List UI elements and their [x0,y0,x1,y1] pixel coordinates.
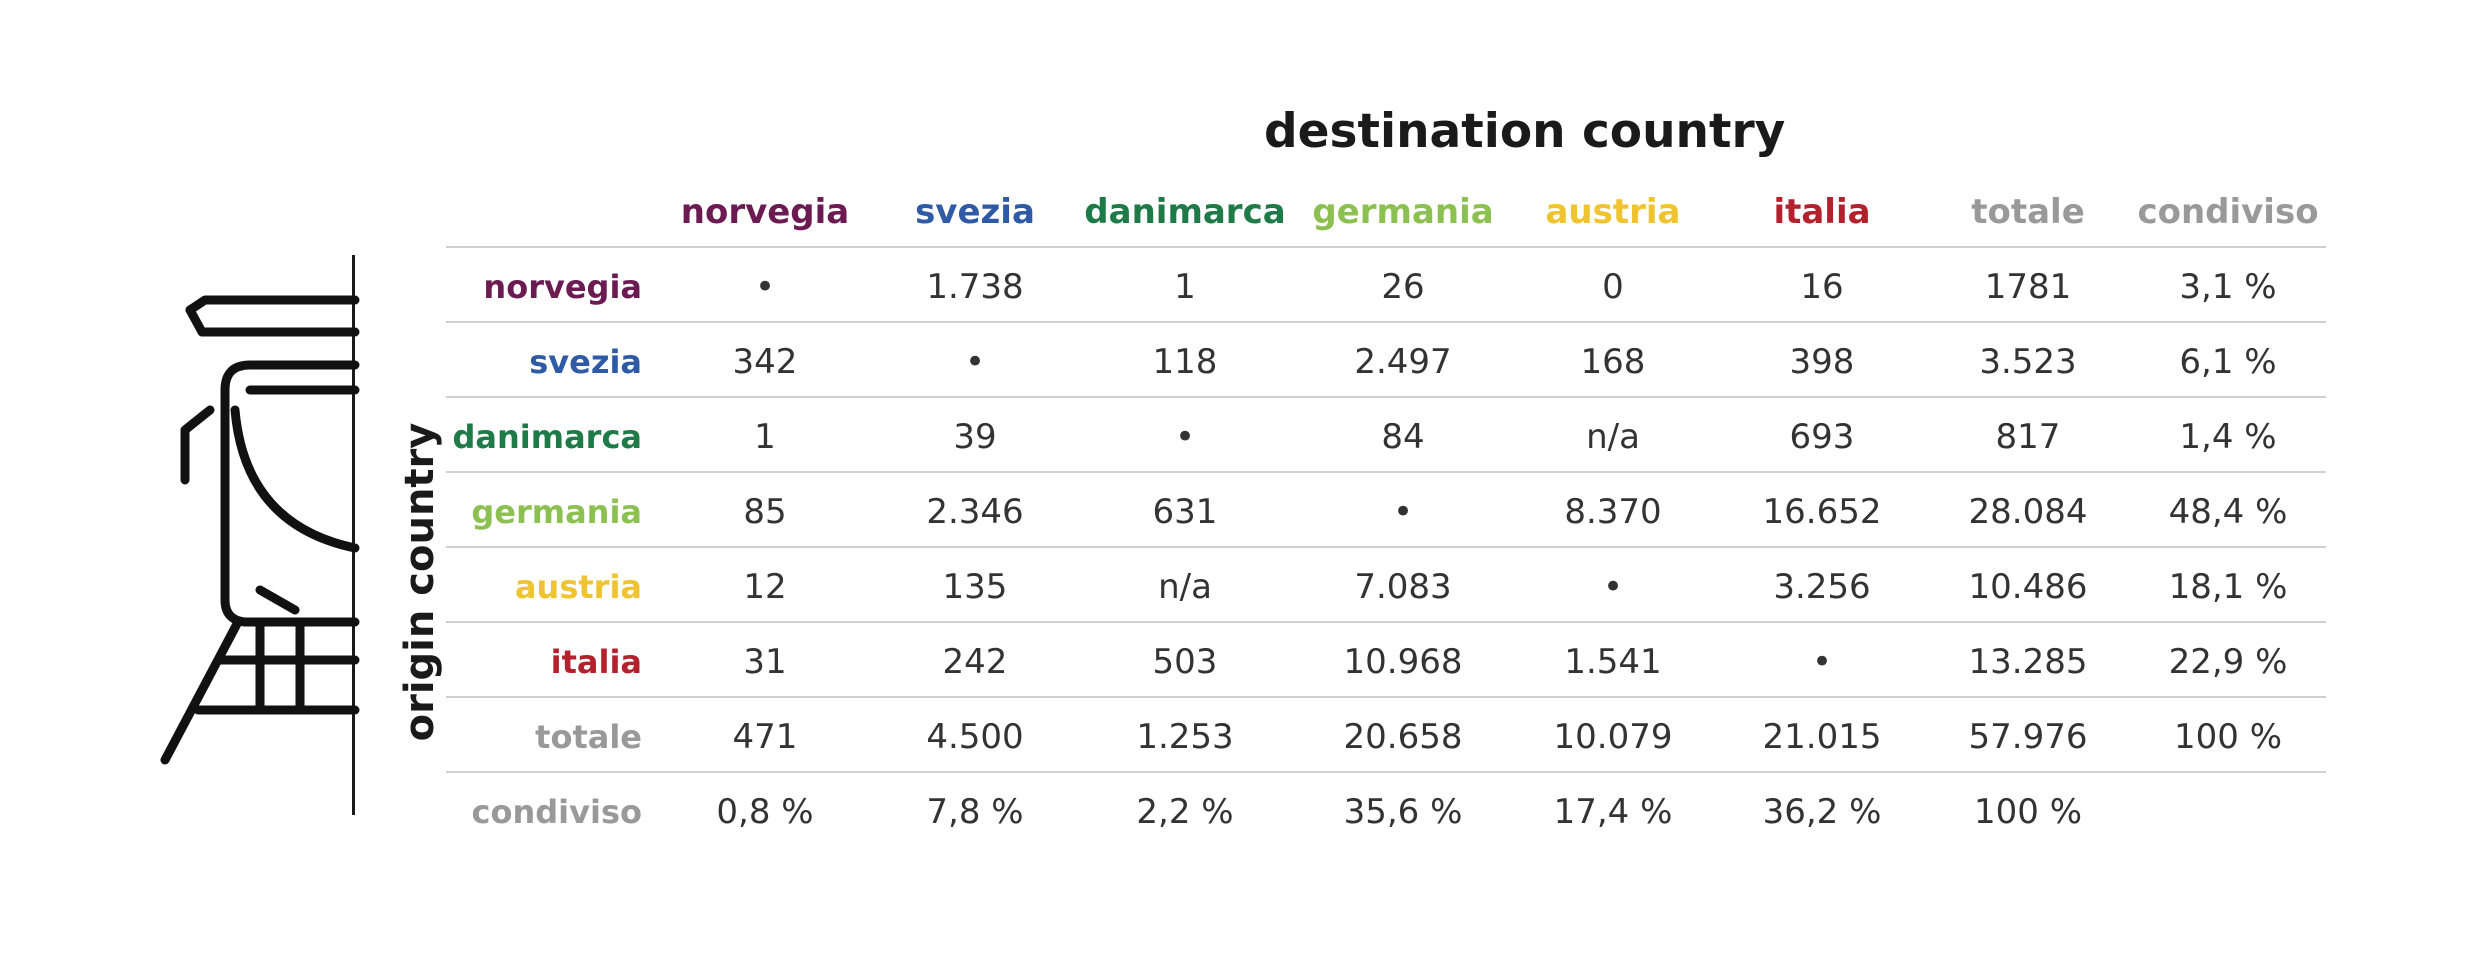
table-cell: 100 % [2173,717,2282,757]
table-cell: 10.968 [1343,642,1463,682]
table-cell: 2,2 % [1136,792,1234,832]
origin-country-label: origin country [397,422,443,742]
table-cell: 21.015 [1762,717,1882,757]
table-cell: 1.253 [1136,717,1234,757]
table-cell: 503 [1152,642,1218,682]
table-cell: 39 [953,417,997,457]
table-cell: 100 % [1973,792,2082,832]
table-cell: 18,1 % [2168,567,2288,607]
table-cell: 3,1 % [2179,267,2277,307]
table-cell: 4.500 [926,717,1024,757]
destination-country-title: destination country [1264,104,1786,159]
row-header: condiviso [471,793,642,831]
column-header: italia [1773,192,1871,232]
table-cell: 1.738 [926,267,1024,307]
table-cell: n/a [1586,417,1640,457]
table-cell: 85 [743,492,787,532]
row-header: germania [471,493,642,531]
table-cell: 10.486 [1968,567,2088,607]
row-header: austria [514,568,642,606]
table-cell: 84 [1381,417,1425,457]
table-cell: • [1174,417,1196,457]
column-header: totale [1971,192,2085,232]
table-cell: 135 [942,567,1008,607]
row-divider [446,771,2326,773]
column-header: condiviso [2137,192,2319,232]
row-header: totale [535,718,642,756]
table-cell: 1 [754,417,776,457]
column-header: norvegia [680,192,850,232]
table-cell: 7,8 % [926,792,1024,832]
table-cell: • [1811,642,1833,682]
table-cell: • [754,267,776,307]
row-divider [446,621,2326,623]
table-cell: 1,4 % [2179,417,2277,457]
table-cell: 35,6 % [1343,792,1463,832]
table-cell: 6,1 % [2179,342,2277,382]
row-divider [446,321,2326,323]
table-cell: 13.285 [1968,642,2088,682]
table-cell: 57.976 [1968,717,2088,757]
table-cell: 22,9 % [2168,642,2288,682]
row-header: italia [550,643,642,681]
table-cell: 26 [1381,267,1425,307]
row-divider [446,396,2326,398]
table-cell: 12 [743,567,787,607]
table-cell: 10.079 [1553,717,1673,757]
table-cell: 2.497 [1354,342,1452,382]
table-cell: 342 [732,342,798,382]
column-header: danimarca [1084,192,1286,232]
table-cell: 1781 [1984,267,2072,307]
table-cell: 398 [1789,342,1855,382]
table-cell: 631 [1152,492,1218,532]
row-divider [446,471,2326,473]
table-cell: • [964,342,986,382]
table-cell: 1.541 [1564,642,1662,682]
row-divider [446,546,2326,548]
table-cell: 0 [1602,267,1624,307]
table-cell [2128,790,2328,834]
table-cell: • [1602,567,1624,607]
table-cell: 16.652 [1762,492,1882,532]
row-divider [446,246,2326,248]
table-cell: 0,8 % [716,792,814,832]
column-header: svezia [915,192,1035,232]
table-cell: 28.084 [1968,492,2088,532]
table-cell: • [1392,492,1414,532]
table-cell: 242 [942,642,1008,682]
column-header: austria [1545,192,1681,232]
table-cell: 817 [1995,417,2061,457]
table-cell: 36,2 % [1762,792,1882,832]
table-cell: 48,4 % [2168,492,2288,532]
column-header: germania [1312,192,1494,232]
table-cell: 693 [1789,417,1855,457]
table-cell: 3.256 [1773,567,1871,607]
table-cell: 471 [732,717,798,757]
row-divider [446,696,2326,698]
row-header: norvegia [483,268,642,306]
axis-divider [352,255,355,815]
table-cell: 118 [1152,342,1218,382]
table-cell: 3.523 [1979,342,2077,382]
table-cell: 16 [1800,267,1844,307]
table-cell: 31 [743,642,787,682]
row-header: danimarca [452,418,642,456]
table-cell: 17,4 % [1553,792,1673,832]
row-header: svezia [529,343,642,381]
table-cell: 2.346 [926,492,1024,532]
train-icon [160,295,360,765]
table-cell: 7.083 [1354,567,1452,607]
table-cell: 20.658 [1343,717,1463,757]
table-cell: 8.370 [1564,492,1662,532]
table-cell: n/a [1158,567,1212,607]
table-cell: 168 [1580,342,1646,382]
table-cell: 1 [1174,267,1196,307]
